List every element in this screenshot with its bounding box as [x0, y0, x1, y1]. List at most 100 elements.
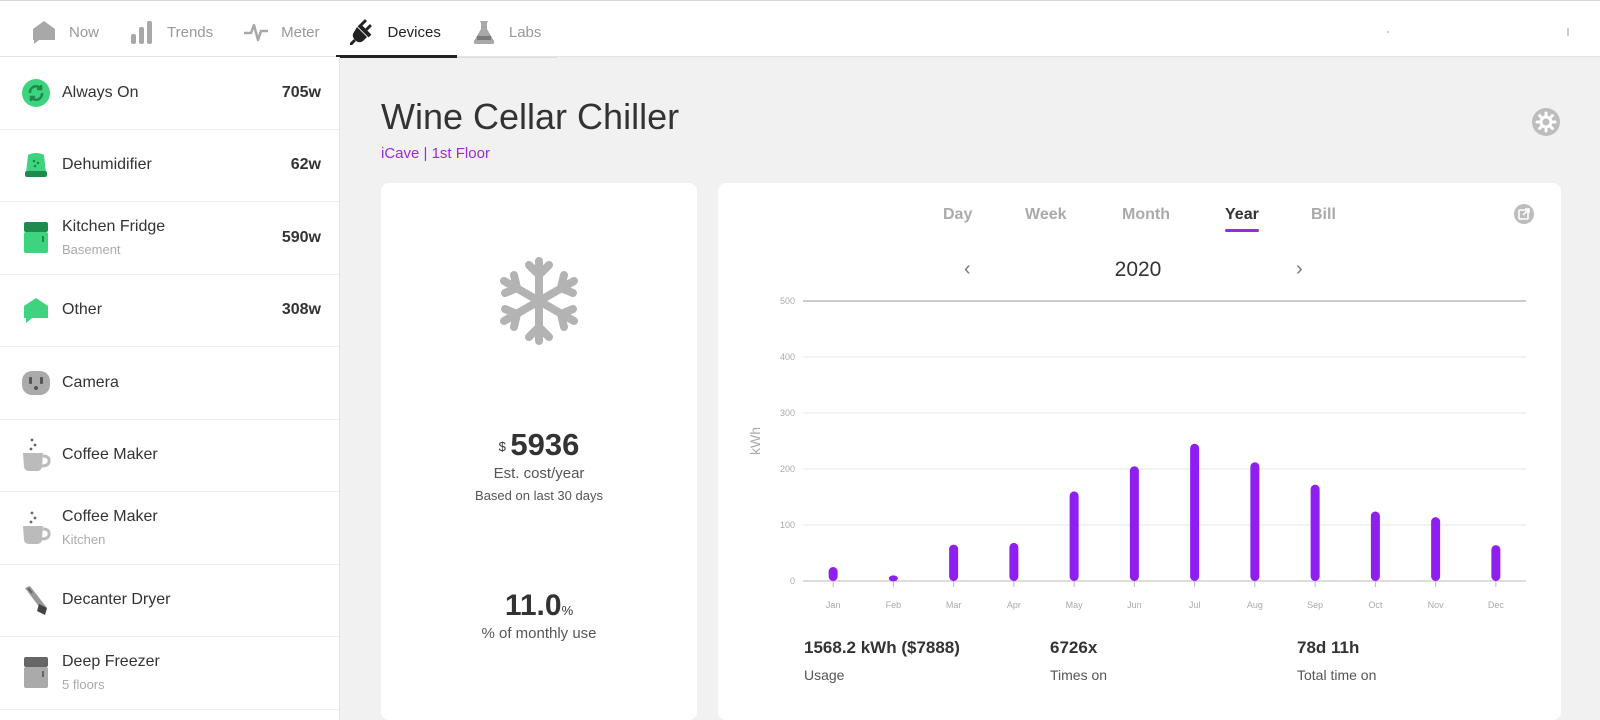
device-watts: 308w	[281, 301, 321, 319]
list-item[interactable]: Kitchen Fridge Basement 590w	[0, 202, 339, 275]
device-location: Basement	[62, 242, 121, 258]
device-name: Camera	[62, 373, 119, 391]
tab-now[interactable]: Now	[17, 7, 115, 57]
outlet-icon	[20, 367, 52, 399]
gear-icon[interactable]	[1531, 107, 1561, 137]
cost-value: 5936	[510, 427, 580, 462]
list-item[interactable]: Camera	[0, 347, 339, 420]
always-on-icon	[20, 77, 52, 109]
bar	[1009, 542, 1019, 581]
flask-icon	[471, 19, 497, 45]
prev-year-button[interactable]: ‹	[964, 258, 971, 280]
usage-chart-card: Day Week Month Year Bill ‹ 2020 › 0 100 20…	[718, 183, 1561, 720]
x-tick-label: Mar	[946, 600, 962, 610]
x-tick-label: Jun	[1127, 600, 1142, 610]
list-item[interactable]: Dehumidifier 62w	[0, 130, 339, 202]
tab-trends[interactable]: Trends	[115, 7, 229, 57]
status-tick	[1567, 28, 1569, 36]
nav-tabs: Now Trends Meter Devices Labs	[17, 7, 558, 58]
snowflake-icon	[493, 255, 585, 347]
x-tick-label: Feb	[886, 600, 902, 610]
bar	[1250, 462, 1260, 581]
x-tick-label: Sep	[1307, 600, 1323, 610]
bar	[888, 575, 898, 582]
stat-times-on: 6726x Times on	[1050, 638, 1107, 683]
device-name: Kitchen Fridge	[62, 218, 166, 236]
period-tab-year[interactable]: Year	[1225, 206, 1259, 232]
x-tick-label: Jul	[1189, 600, 1201, 610]
tab-meter-label: Meter	[281, 23, 320, 41]
list-item[interactable]: Always On 705w	[0, 57, 339, 130]
stat-label: Usage	[804, 667, 845, 683]
cost-basis: Based on last 30 days	[475, 488, 603, 503]
device-location: 5 floors	[62, 677, 105, 693]
dehumidifier-icon	[20, 149, 52, 181]
device-watts: 590w	[281, 228, 321, 246]
export-icon[interactable]	[1514, 204, 1534, 224]
usage-bar-chart: 0 100 200 300 400 500 kWh Jan Feb Mar Apr May Jun Jul…	[747, 296, 1526, 610]
device-location-link[interactable]: iCave | 1st Floor	[381, 145, 490, 162]
period-tab-week[interactable]: Week	[1025, 206, 1067, 223]
period-tab-day[interactable]: Day	[943, 206, 973, 223]
list-item[interactable]: Deep Freezer 5 floors	[0, 637, 339, 710]
stat-label: Times on	[1050, 667, 1108, 683]
percent-unit: %	[561, 603, 574, 618]
percent-label: % of monthly use	[481, 625, 597, 642]
y-axis-label: kWh	[747, 427, 763, 455]
bar	[1431, 517, 1441, 581]
freezer-icon	[20, 656, 52, 689]
stat-usage: 1568.2 kWh ($7888) Usage	[804, 638, 960, 683]
device-name: Coffee Maker	[62, 508, 158, 526]
device-list: Always On 705w Dehumidifier 62w Kitchen …	[0, 57, 340, 720]
y-tick-label: 100	[780, 520, 795, 530]
y-tick-label: 0	[790, 576, 795, 586]
stat-value: 1568.2 kWh ($7888)	[804, 638, 960, 657]
bar	[1069, 491, 1079, 581]
stat-label: Total time on	[1297, 667, 1377, 683]
y-tick-label: 300	[780, 408, 795, 418]
tab-now-label: Now	[69, 23, 100, 41]
percent-value: 11.0	[504, 589, 562, 622]
next-year-button[interactable]: ›	[1296, 258, 1303, 280]
y-tick-label: 500	[780, 296, 795, 306]
period-tab-month[interactable]: Month	[1122, 206, 1170, 223]
bar	[828, 567, 838, 581]
coffee-cup-icon	[20, 438, 52, 472]
bar	[1491, 545, 1501, 581]
coffee-cup-icon	[20, 511, 52, 544]
bar	[1310, 484, 1320, 581]
list-item[interactable]: Other 308w	[0, 275, 339, 347]
bar	[949, 544, 959, 581]
decanter-icon	[20, 584, 52, 616]
device-location: Kitchen	[62, 532, 106, 548]
bar-chart-icon	[129, 19, 155, 45]
fridge-icon	[20, 221, 52, 254]
device-name: Coffee Maker	[62, 446, 158, 464]
bar	[1129, 466, 1139, 581]
stat-total-time: 78d 11h Total time on	[1297, 638, 1376, 683]
device-watts: 62w	[290, 156, 321, 174]
cost-estimate: $ 5936 Est. cost/year Based on last 30 d…	[381, 427, 697, 503]
selected-year: 2020	[1114, 258, 1162, 281]
period-tab-bill[interactable]: Bill	[1311, 206, 1336, 223]
tab-devices[interactable]: Devices	[335, 7, 458, 58]
cost-label: Est. cost/year	[493, 465, 585, 482]
x-tick-label: Apr	[1007, 600, 1021, 610]
stat-value: 6726x	[1050, 638, 1098, 657]
list-item[interactable]: Coffee Maker Kitchen	[0, 492, 339, 565]
tab-meter[interactable]: Meter	[229, 7, 335, 57]
plug-icon	[349, 19, 376, 45]
list-item[interactable]: Coffee Maker	[0, 420, 339, 492]
x-tick-label: Aug	[1247, 600, 1263, 610]
device-name: Decanter Dryer	[62, 591, 171, 609]
list-item[interactable]: Decanter Dryer	[0, 565, 339, 637]
usage-percent: 11.0% % of monthly use	[381, 589, 697, 642]
y-tick-label: 400	[780, 352, 795, 362]
x-tick-label: Jan	[826, 600, 841, 610]
x-tick-label: Nov	[1428, 600, 1445, 610]
home-icon	[31, 19, 57, 45]
pulse-icon	[243, 19, 269, 45]
status-dot	[1387, 31, 1389, 33]
page-title: Wine Cellar Chiller	[381, 96, 680, 137]
tab-labs[interactable]: Labs	[457, 7, 558, 57]
